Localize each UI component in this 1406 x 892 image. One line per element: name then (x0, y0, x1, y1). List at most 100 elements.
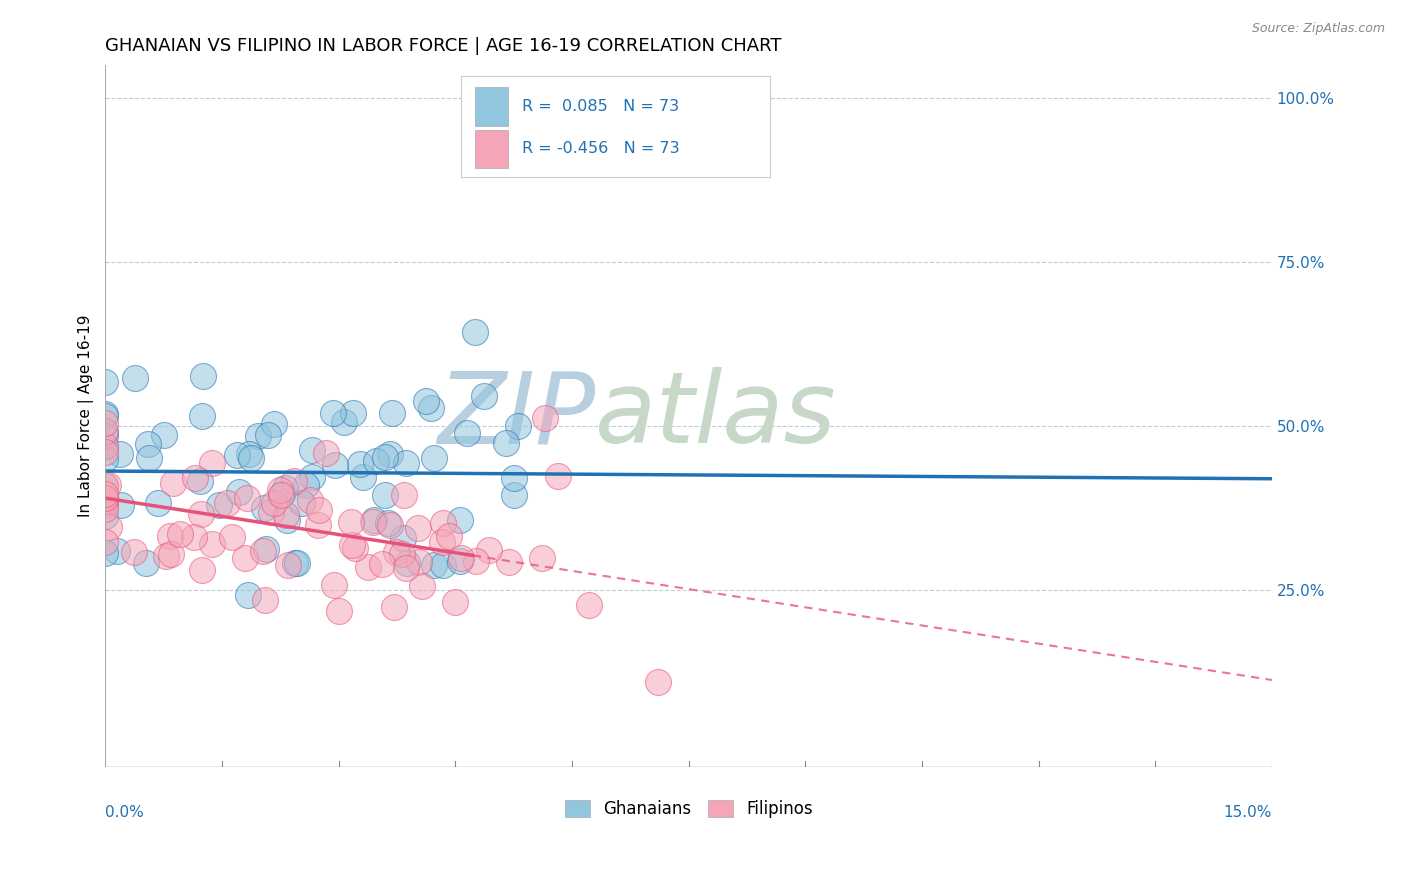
Text: 15.0%: 15.0% (1223, 805, 1272, 820)
Point (301, 470, 323, 484)
Point (333, 415, 356, 429)
Point (169, 527, 191, 541)
Point (94, 407, 117, 421)
Point (94, 477, 117, 491)
Point (94, 444, 117, 458)
Point (423, 450, 446, 465)
Text: R =  0.085   N = 73: R = 0.085 N = 73 (522, 99, 679, 113)
Text: 0.0%: 0.0% (105, 805, 145, 820)
Point (449, 512, 471, 526)
Point (349, 457, 371, 471)
Point (352, 469, 374, 483)
Point (263, 417, 285, 432)
Point (432, 516, 454, 530)
Point (94, 498, 117, 512)
Point (456, 426, 478, 441)
Point (159, 529, 181, 543)
Point (225, 448, 247, 462)
Text: GHANAIAN VS FILIPINO IN LABOR FORCE | AGE 16-19 CORRELATION CHART: GHANAIAN VS FILIPINO IN LABOR FORCE | AG… (105, 37, 782, 55)
Point (450, 551, 472, 566)
Point (155, 549, 177, 563)
Point (136, 436, 159, 450)
FancyBboxPatch shape (461, 76, 770, 178)
Point (444, 595, 467, 609)
Point (94, 509, 117, 524)
Point (94, 491, 117, 505)
Point (315, 446, 337, 460)
Text: R = -0.456   N = 73: R = -0.456 N = 73 (522, 142, 679, 156)
Point (547, 468, 569, 483)
Point (343, 541, 366, 555)
Point (160, 547, 183, 561)
Point (395, 561, 418, 575)
Point (437, 529, 460, 543)
Text: atlas: atlas (595, 368, 837, 465)
Point (361, 515, 384, 529)
Point (495, 435, 517, 450)
Point (94, 494, 117, 508)
Point (464, 325, 486, 339)
Point (270, 488, 292, 502)
Point (254, 541, 277, 556)
Point (411, 578, 433, 592)
Point (322, 406, 344, 420)
Point (342, 406, 364, 420)
Point (382, 599, 405, 614)
Point (432, 558, 454, 573)
Point (464, 554, 486, 568)
Point (122, 545, 145, 559)
Point (215, 496, 238, 510)
Point (394, 488, 416, 502)
Point (415, 393, 437, 408)
Point (308, 503, 330, 517)
Point (124, 371, 146, 385)
FancyBboxPatch shape (475, 129, 508, 169)
Point (207, 498, 229, 512)
Point (378, 447, 401, 461)
Point (328, 604, 350, 618)
Point (276, 558, 298, 572)
Point (298, 492, 321, 507)
FancyBboxPatch shape (475, 87, 508, 126)
Point (152, 428, 174, 442)
Point (377, 516, 399, 531)
Point (188, 474, 211, 488)
Point (284, 556, 307, 570)
Point (283, 474, 305, 488)
Point (260, 506, 283, 520)
Point (94, 546, 117, 560)
Point (94, 452, 117, 467)
Point (94, 416, 117, 430)
Point (285, 556, 308, 570)
Point (340, 516, 363, 530)
Point (408, 554, 430, 568)
Point (94, 487, 117, 501)
Point (110, 447, 132, 461)
Point (190, 507, 212, 521)
Point (135, 556, 157, 570)
Point (395, 557, 418, 571)
Point (498, 555, 520, 569)
Point (502, 471, 524, 485)
Point (392, 531, 415, 545)
Point (420, 401, 443, 415)
Point (478, 542, 501, 557)
Point (291, 495, 314, 509)
Point (263, 496, 285, 510)
Point (94, 491, 117, 505)
Point (430, 535, 453, 549)
Point (246, 429, 269, 443)
Point (94, 425, 117, 440)
Point (94, 425, 117, 439)
Point (391, 547, 413, 561)
Point (322, 578, 344, 592)
Point (97, 519, 120, 533)
Point (531, 551, 554, 566)
Point (342, 538, 364, 552)
Point (276, 513, 298, 527)
Text: Source: ZipAtlas.com: Source: ZipAtlas.com (1251, 22, 1385, 36)
Point (201, 537, 224, 551)
Point (94, 376, 117, 390)
Point (253, 500, 276, 515)
Point (423, 558, 446, 572)
